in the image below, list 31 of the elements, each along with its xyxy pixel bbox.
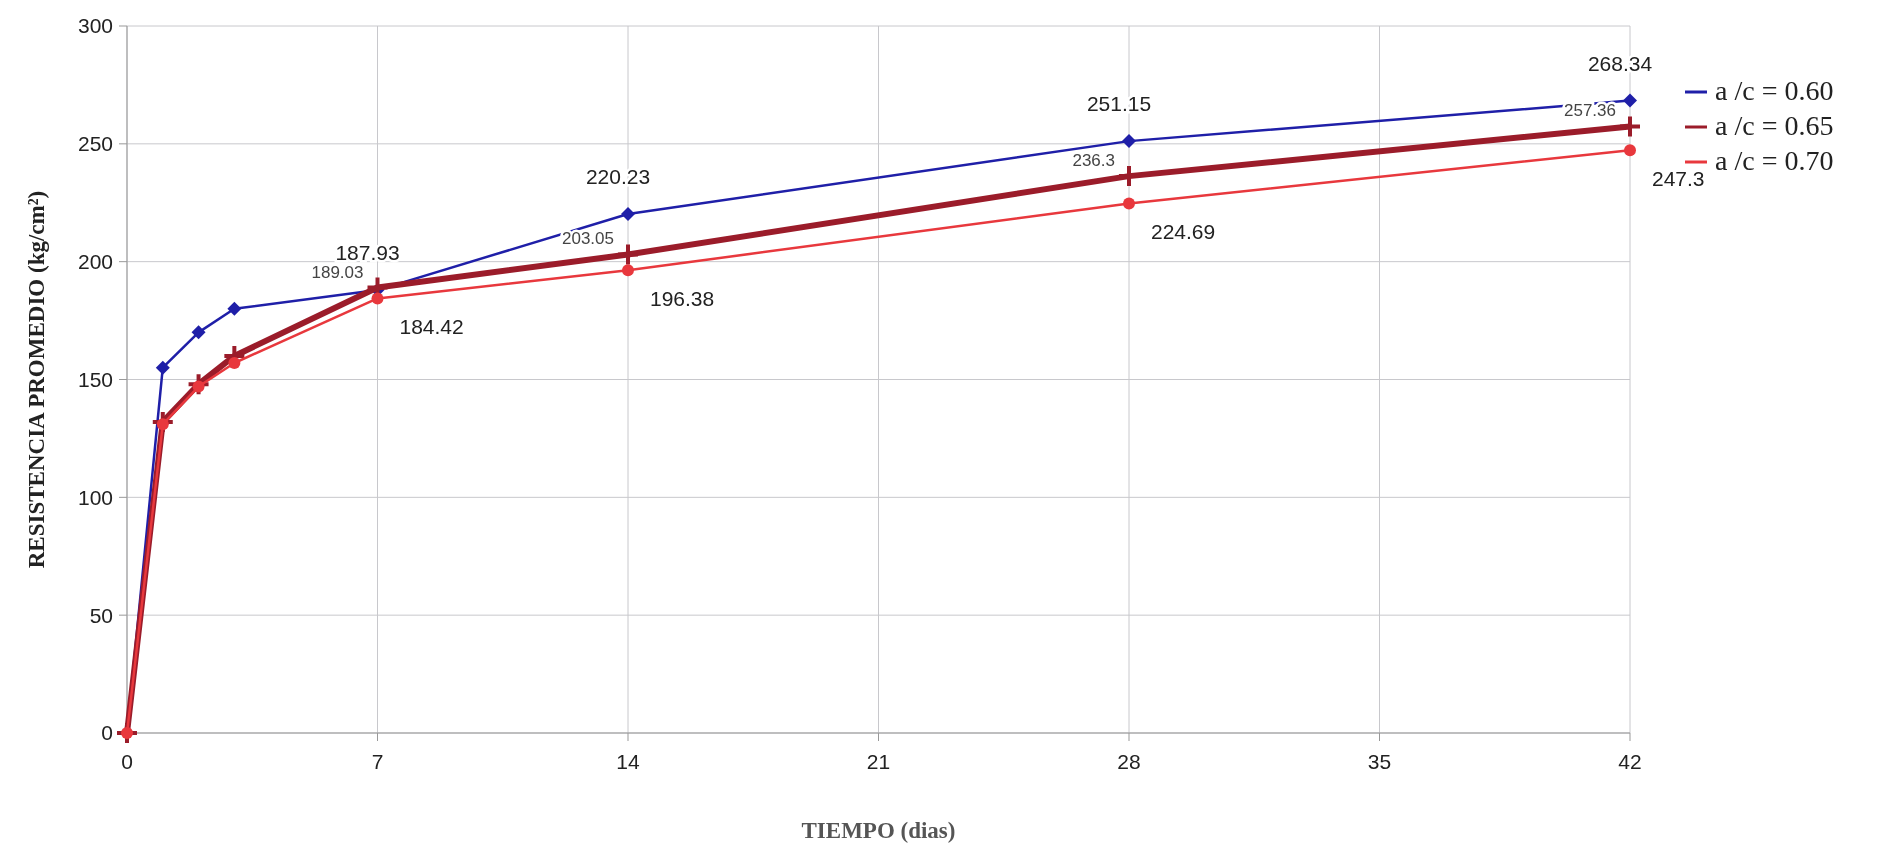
data-label: 220.23	[585, 164, 651, 188]
data-label: 224.69	[1151, 220, 1216, 244]
data-label: 184.42	[399, 315, 464, 339]
y-axis-title: RESISTENCIA PROMEDIO (kg/cm²)	[24, 190, 49, 569]
x-tick-label: 14	[616, 750, 640, 773]
y-tick-label: 200	[77, 250, 113, 274]
x-tick-label: 21	[866, 750, 891, 773]
y-tick-label: 300	[77, 14, 113, 38]
data-label: 257.36	[1564, 101, 1616, 121]
legend-label: a /c = 0.70	[1715, 145, 1834, 176]
y-tick-label: 50	[89, 603, 113, 627]
x-tick-label: 7	[371, 750, 384, 773]
data-label: 236.3	[1072, 151, 1115, 171]
y-tick-label: 0	[101, 721, 113, 745]
y-tick-label: 150	[77, 367, 113, 391]
x-axis-title: TIEMPO (dias)	[801, 818, 956, 843]
legend-label: a /c = 0.65	[1715, 110, 1834, 141]
data-label: 247.3	[1652, 167, 1705, 191]
data-label: 268.34	[1587, 51, 1653, 75]
y-tick-label: 100	[77, 485, 113, 509]
x-tick-label: 42	[1618, 750, 1642, 773]
data-label: 187.93	[335, 241, 400, 265]
data-label: 196.38	[650, 287, 715, 311]
data-label: 251.15	[1086, 92, 1152, 116]
x-tick-label: 0	[121, 750, 133, 773]
legend-label: a /c = 0.60	[1715, 75, 1834, 106]
data-label: 189.03	[311, 262, 364, 282]
data-label: 203.05	[562, 229, 614, 249]
x-tick-label: 35	[1367, 750, 1392, 773]
x-tick-label: 28	[1117, 750, 1141, 773]
y-tick-label: 250	[77, 132, 113, 156]
